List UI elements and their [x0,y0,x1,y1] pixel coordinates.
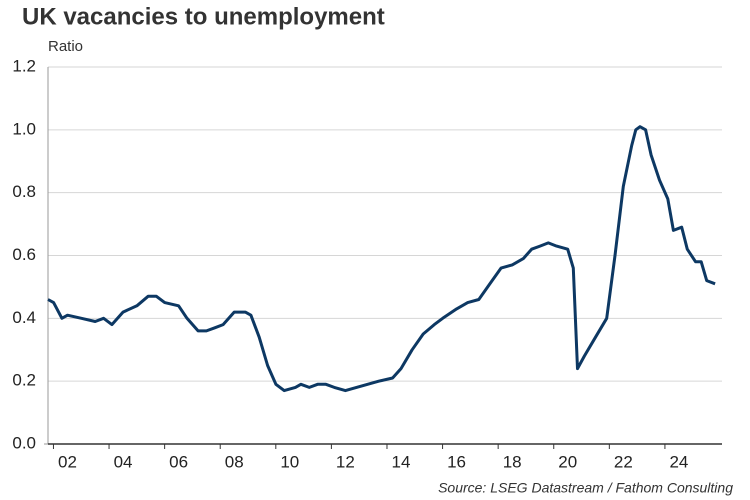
chart-subtitle: Ratio [48,38,83,55]
y-tick-label: 1.0 [12,119,36,138]
x-tick-label: 22 [614,452,633,471]
x-tick-label: 10 [280,452,299,471]
y-tick-label: 0.0 [12,433,36,452]
x-tick-label: 06 [169,452,188,471]
y-tick-label: 0.8 [12,182,36,201]
x-tick-label: 24 [669,452,688,471]
x-tick-label: 02 [58,452,77,471]
y-tick-label: 1.2 [12,56,36,75]
x-tick-label: 18 [503,452,522,471]
y-tick-label: 0.2 [12,371,36,390]
x-tick-label: 12 [336,452,355,471]
x-tick-label: 14 [392,452,411,471]
chart-title: UK vacancies to unemployment [22,3,385,30]
x-tick-label: 08 [225,452,244,471]
x-tick-label: 16 [447,452,466,471]
x-tick-label: 04 [114,452,133,471]
y-tick-label: 0.6 [12,245,36,264]
source-note: Source: LSEG Datastream / Fathom Consult… [438,480,733,496]
y-tick-label: 0.4 [12,308,36,327]
x-tick-label: 20 [558,452,577,471]
data-line [47,125,716,393]
